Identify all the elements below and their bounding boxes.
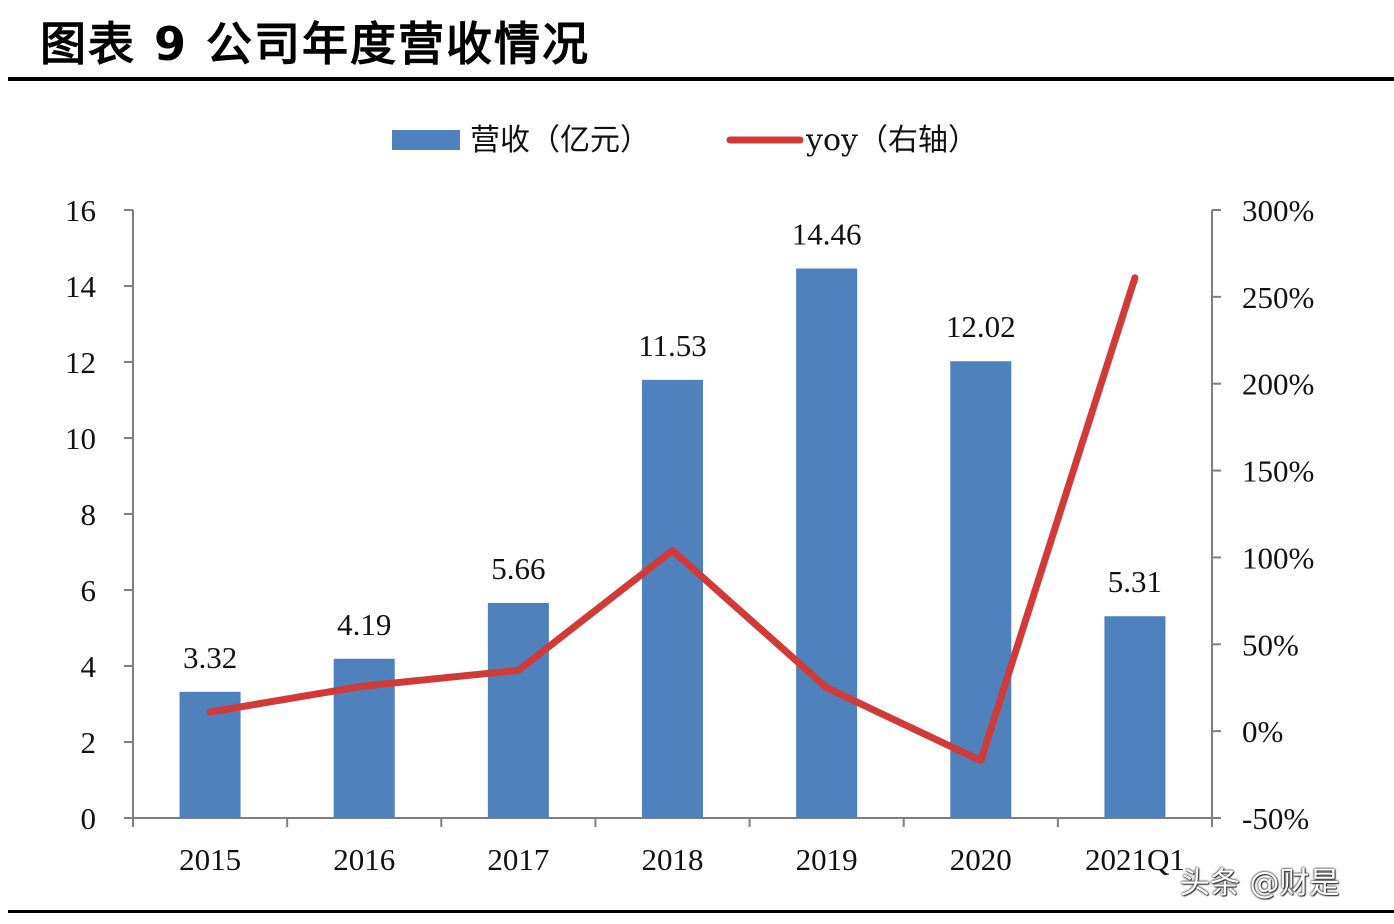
legend-label-yoy: yoy（右轴） (805, 123, 978, 158)
revenue-bar-label: 12.02 (946, 309, 1016, 344)
title-divider (8, 77, 1394, 81)
x-tick-label: 2019 (796, 842, 858, 877)
y-right-tick-label: 250% (1242, 280, 1314, 315)
y-right-tick-label: 100% (1242, 540, 1314, 575)
revenue-bar-label: 3.32 (183, 640, 237, 675)
yoy-point (363, 684, 366, 687)
y-right-tick-label: 50% (1242, 627, 1299, 662)
chart-legend: 营收（亿元） yoy（右轴） (392, 123, 978, 158)
y-left-tick-label: 4 (81, 649, 97, 684)
revenue-bar (642, 379, 703, 818)
y-left-tick-label: 16 (65, 193, 96, 228)
bottom-divider (8, 910, 1394, 913)
yoy-point (517, 669, 520, 672)
revenue-bar (796, 268, 858, 818)
y-left-tick-label: 8 (81, 497, 97, 532)
legend-label-revenue: 营收（亿元） (470, 123, 650, 158)
y-left-tick-label: 0 (81, 801, 97, 836)
revenue-bar (1104, 616, 1166, 818)
revenue-bar-label: 5.31 (1108, 564, 1162, 599)
y-right-tick-label: -50% (1242, 801, 1309, 836)
y-left-tick-label: 6 (81, 573, 97, 608)
revenue-bar-label: 4.19 (337, 607, 391, 642)
page-title: 图表 9 公司年度营收情况 (40, 17, 591, 71)
x-tick-label: 2017 (487, 842, 549, 877)
yoy-line-series (206, 274, 1139, 765)
x-tick-label: 2016 (333, 842, 395, 877)
yoy-point (979, 759, 982, 762)
bar-series (179, 268, 1166, 818)
yoy-point (671, 549, 674, 552)
data-labels: 3.32 4.19 5.66 11.53 14.46 12.02 5.31 (183, 217, 1162, 675)
y-right-tick-label: 300% (1242, 193, 1314, 228)
revenue-bar (950, 361, 1012, 818)
x-tick-label: 2015 (179, 842, 241, 877)
chart-axes: 0 2 4 6 8 10 12 14 16 -50% 0% 50% 100% 150% 200% 250% 30… (65, 193, 1314, 877)
y-left-tick-label: 14 (65, 269, 97, 304)
revenue-bar-label: 11.53 (638, 328, 707, 363)
y-right-tick-label: 200% (1242, 367, 1314, 402)
x-tick-label: 2020 (950, 842, 1012, 877)
y-left-tick-label: 2 (81, 725, 97, 760)
x-tick-label: 2018 (642, 842, 704, 877)
legend-swatch-revenue (392, 130, 460, 150)
y-left-tick-label: 12 (65, 345, 96, 380)
revenue-bar-label: 5.66 (491, 551, 545, 586)
revenue-bar (487, 602, 549, 818)
yoy-point (825, 686, 828, 689)
watermark: 头条 @财是 (1180, 866, 1340, 901)
x-tick-label: 2021Q1 (1085, 842, 1185, 877)
y-right-tick-label: 0% (1242, 714, 1283, 749)
yoy-point (209, 711, 212, 714)
y-left-tick-label: 10 (65, 421, 96, 456)
y-right-tick-label: 150% (1242, 454, 1314, 489)
yoy-point (1133, 276, 1136, 279)
revenue-bar-label: 14.46 (792, 217, 862, 252)
